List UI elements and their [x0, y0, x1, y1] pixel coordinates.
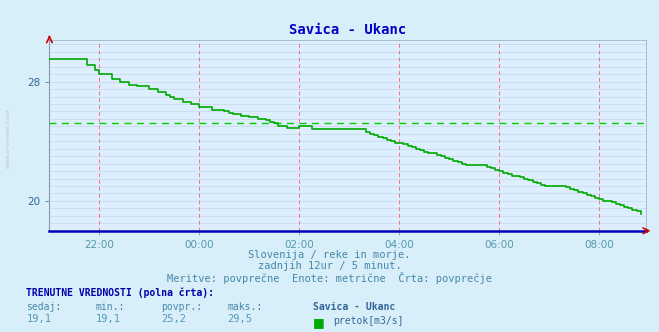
Text: ■: ■	[313, 316, 325, 329]
Text: pretok[m3/s]: pretok[m3/s]	[333, 316, 403, 326]
Text: povpr.:: povpr.:	[161, 302, 202, 312]
Title: Savica - Ukanc: Savica - Ukanc	[289, 23, 406, 37]
Text: Meritve: povprečne  Enote: metrične  Črta: povprečje: Meritve: povprečne Enote: metrične Črta:…	[167, 272, 492, 284]
Text: 25,2: 25,2	[161, 314, 186, 324]
Text: min.:: min.:	[96, 302, 125, 312]
Text: TRENUTNE VREDNOSTI (polna črta):: TRENUTNE VREDNOSTI (polna črta):	[26, 287, 214, 298]
Text: Slovenija / reke in morje.: Slovenija / reke in morje.	[248, 250, 411, 260]
Text: 19,1: 19,1	[26, 314, 51, 324]
Text: Savica - Ukanc: Savica - Ukanc	[313, 302, 395, 312]
Text: sedaj:: sedaj:	[26, 302, 61, 312]
Text: zadnjih 12ur / 5 minut.: zadnjih 12ur / 5 minut.	[258, 261, 401, 271]
Text: 29,5: 29,5	[227, 314, 252, 324]
Text: maks.:: maks.:	[227, 302, 262, 312]
Text: www.si-vreme.com: www.si-vreme.com	[6, 108, 11, 168]
Text: 19,1: 19,1	[96, 314, 121, 324]
